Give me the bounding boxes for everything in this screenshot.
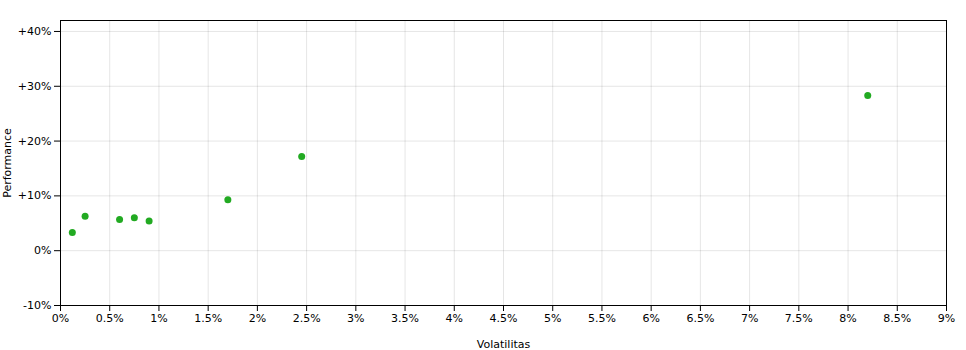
svg-text:8%: 8% [839, 312, 856, 325]
svg-text:+30%: +30% [18, 80, 52, 93]
svg-text:8.5%: 8.5% [883, 312, 911, 325]
svg-text:2%: 2% [249, 312, 266, 325]
svg-text:+40%: +40% [18, 25, 52, 38]
svg-text:1%: 1% [150, 312, 167, 325]
svg-text:3%: 3% [347, 312, 364, 325]
svg-text:-10%: -10% [23, 299, 51, 312]
svg-text:6%: 6% [642, 312, 659, 325]
svg-text:9%: 9% [938, 312, 955, 325]
svg-text:7%: 7% [741, 312, 758, 325]
svg-text:+10%: +10% [18, 189, 52, 202]
svg-text:0%: 0% [34, 244, 51, 257]
svg-text:4.5%: 4.5% [490, 312, 518, 325]
svg-text:6.5%: 6.5% [686, 312, 714, 325]
svg-text:+20%: +20% [18, 135, 52, 148]
svg-text:Volatilitas: Volatilitas [477, 338, 531, 350]
svg-text:0.5%: 0.5% [96, 312, 124, 325]
svg-text:0%: 0% [52, 312, 69, 325]
svg-text:5%: 5% [544, 312, 561, 325]
svg-text:5.5%: 5.5% [588, 312, 616, 325]
svg-text:1.5%: 1.5% [194, 312, 222, 325]
svg-text:Performance: Performance [1, 128, 14, 198]
svg-text:2.5%: 2.5% [293, 312, 321, 325]
svg-text:7.5%: 7.5% [785, 312, 813, 325]
svg-text:3.5%: 3.5% [391, 312, 419, 325]
svg-text:4%: 4% [446, 312, 463, 325]
